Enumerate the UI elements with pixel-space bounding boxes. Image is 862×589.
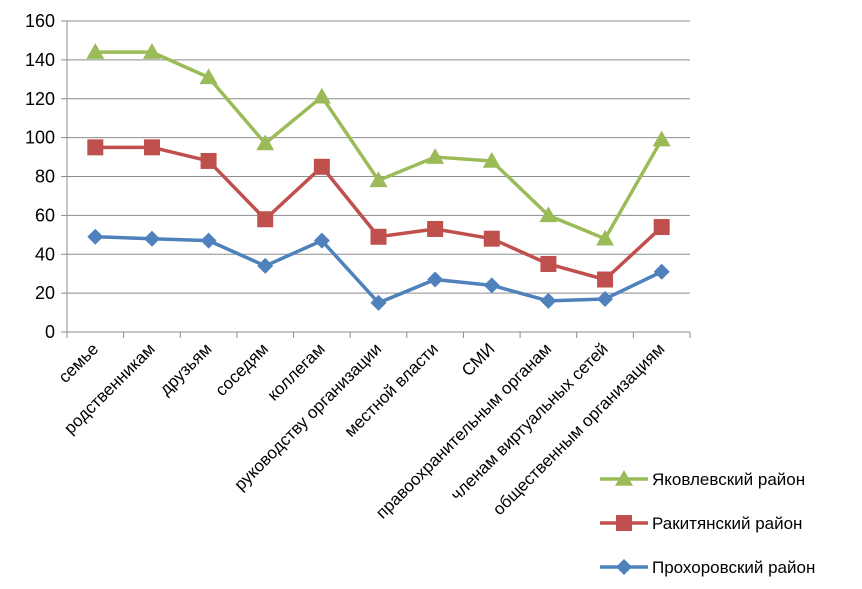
data-point	[483, 230, 500, 247]
y-tick-label: 100	[25, 128, 55, 148]
legend-label: Прохоровский район	[652, 558, 815, 577]
x-tick-label: СМИ	[458, 339, 499, 380]
data-point	[597, 290, 614, 307]
data-point	[653, 219, 670, 236]
data-point	[596, 229, 615, 246]
data-point	[87, 139, 104, 156]
series-2	[87, 228, 670, 311]
data-point	[143, 139, 160, 156]
data-point	[257, 211, 274, 228]
data-point	[540, 292, 557, 309]
legend-entry: Яковлевский район	[600, 470, 805, 489]
data-point	[483, 277, 500, 294]
legend-entry: Ракитянский район	[600, 514, 802, 533]
data-point	[200, 232, 217, 249]
data-point	[427, 271, 444, 288]
x-tick-label: семье	[55, 339, 102, 386]
series-lines	[86, 43, 671, 311]
y-tick-label: 120	[25, 89, 55, 109]
data-point	[426, 148, 445, 164]
x-tick-labels: семьеродственникамдрузьямсоседямколлегам…	[55, 339, 669, 522]
legend-marker	[616, 515, 632, 531]
legend: Яковлевский район Ракитянский район Прохор…	[600, 470, 815, 577]
legend-marker	[615, 470, 633, 486]
data-point	[256, 134, 275, 151]
data-point	[313, 232, 330, 249]
legend-entry: Прохоровский район	[600, 558, 815, 577]
data-point	[257, 257, 274, 274]
data-point	[199, 68, 218, 85]
x-tick-label: друзьям	[156, 339, 216, 399]
legend-label: Яковлевский район	[652, 470, 805, 489]
series-1	[87, 139, 670, 288]
series-0	[86, 43, 671, 246]
data-point	[653, 263, 670, 280]
series-line	[95, 50, 664, 241]
y-tick-label: 0	[45, 322, 55, 342]
data-point	[142, 43, 161, 59]
data-point	[427, 220, 444, 237]
data-point	[370, 228, 387, 245]
data-point	[143, 230, 160, 247]
data-point	[86, 43, 105, 59]
data-point	[369, 171, 388, 188]
data-point	[540, 255, 557, 272]
y-tick-label: 20	[35, 283, 55, 303]
y-tick-label: 140	[25, 50, 55, 70]
y-tick-label: 80	[35, 167, 55, 187]
axes	[61, 20, 691, 338]
series-line	[95, 145, 663, 282]
data-point	[539, 206, 558, 223]
data-point	[200, 152, 217, 169]
grid-lines	[67, 20, 690, 294]
data-point	[87, 228, 104, 245]
legend-label: Ракитянский район	[652, 514, 802, 533]
data-point	[597, 271, 614, 288]
y-tick-label: 40	[35, 244, 55, 264]
data-point	[482, 151, 501, 168]
y-tick-label: 60	[35, 205, 55, 225]
data-point	[370, 294, 387, 311]
data-point	[313, 158, 330, 175]
legend-marker	[616, 559, 632, 575]
y-tick-label: 160	[25, 11, 55, 31]
y-tick-labels: 0 20 40 60 80 100 120 140 160	[25, 11, 55, 342]
data-point	[652, 130, 671, 147]
data-point	[312, 87, 331, 104]
